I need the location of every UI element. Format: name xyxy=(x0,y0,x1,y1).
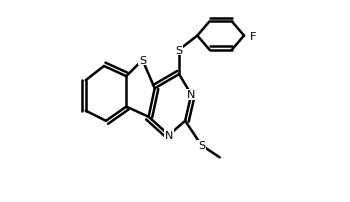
Text: S: S xyxy=(198,140,205,150)
Text: F: F xyxy=(250,31,256,41)
Text: S: S xyxy=(139,56,146,66)
Text: S: S xyxy=(175,45,183,56)
Text: N: N xyxy=(165,130,173,140)
Text: N: N xyxy=(187,90,195,100)
